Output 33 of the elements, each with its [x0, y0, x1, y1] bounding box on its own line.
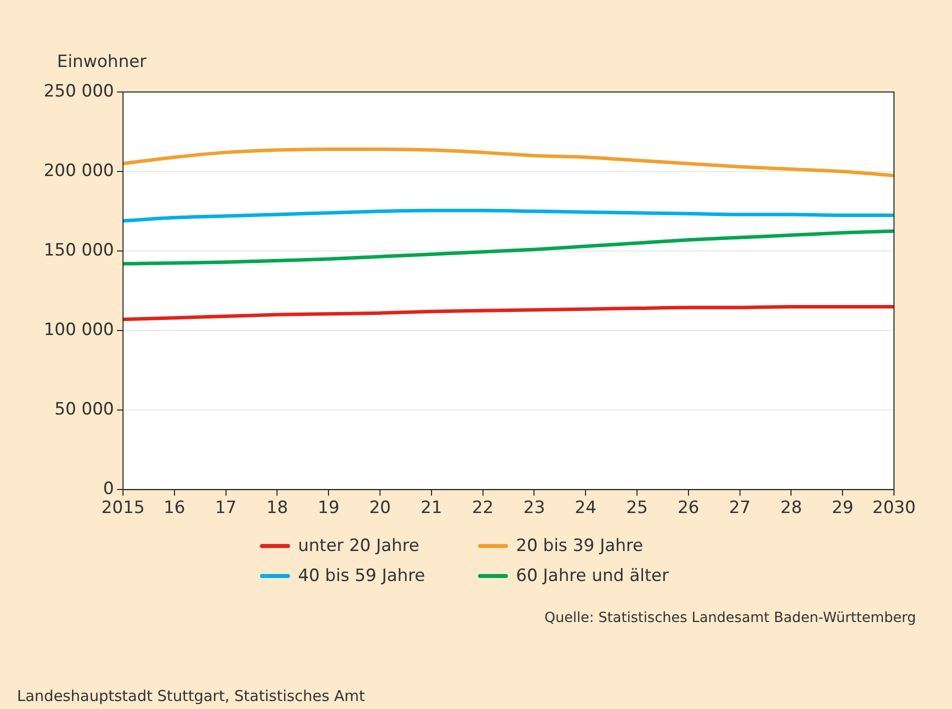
x-tick-label: 16 [164, 498, 186, 518]
y-axis-title: Einwohner [57, 52, 147, 72]
x-tick-label: 26 [678, 498, 700, 518]
x-tick-label: 2015 [101, 498, 145, 518]
x-tick-label: 18 [266, 498, 288, 518]
x-tick-label: 27 [728, 498, 751, 518]
y-tick-label: 150 000 [44, 240, 114, 260]
x-tick-label: 23 [523, 498, 546, 518]
x-tick-label: 29 [832, 498, 854, 518]
y-tick-label: 50 000 [54, 400, 114, 420]
line-series [123, 304, 894, 322]
x-tick-label: 22 [472, 498, 494, 518]
x-tick-label: 21 [420, 498, 442, 518]
x-tick-label: 17 [214, 498, 237, 518]
line-series [123, 148, 894, 178]
y-tick-label: 0 [103, 479, 114, 500]
x-tick-label: 28 [780, 498, 802, 518]
line-series [123, 229, 894, 266]
line-series [123, 208, 894, 223]
y-tick-label: 250 000 [44, 81, 114, 102]
legend-label: 20 bis 39 Jahre [516, 536, 644, 556]
x-tick-label: 2030 [872, 498, 916, 518]
y-tick-label: 200 000 [44, 160, 114, 181]
source-note: Quelle: Statistisches Landesamt Baden-Württemberg [544, 610, 916, 626]
x-tick-label: 20 [369, 498, 391, 518]
text: Landeshauptstadt Stuttgart, Statistisches Amt [17, 687, 365, 705]
legend-label: 60 Jahre und älter [516, 566, 669, 586]
y-tick-label: 100 000 [44, 320, 114, 340]
legend-label: unter 20 Jahre [298, 536, 420, 556]
x-tick-label: 24 [574, 498, 596, 518]
legend-label: 40 bis 59 Jahre [298, 566, 426, 586]
x-tick-label: 19 [318, 498, 340, 518]
x-tick-label: 25 [626, 498, 648, 518]
